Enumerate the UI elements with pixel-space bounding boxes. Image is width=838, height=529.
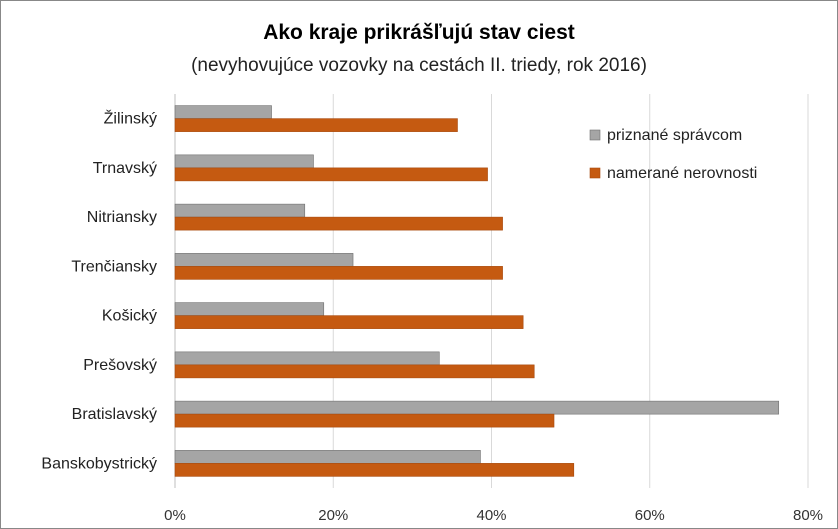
bar-namerane	[174, 463, 575, 477]
bar-namerane	[174, 216, 503, 231]
bar-namerane	[174, 118, 458, 132]
bar-namerane	[174, 167, 488, 182]
legend-label: namerané nerovnosti	[607, 165, 757, 182]
x-tick-label: 80%	[793, 507, 823, 524]
category-label: Žilinský	[104, 109, 157, 128]
x-tick-label: 20%	[318, 507, 348, 524]
bar-priznane	[174, 203, 306, 218]
category-labels: Žilinský Trnavský Nitriansky Trenčiansky Koš…	[41, 109, 157, 473]
bar-priznane	[174, 351, 440, 366]
bar-namerane	[174, 413, 555, 428]
chart-subtitle: (nevyhovujúce vozovky na cestách II. tri…	[191, 55, 647, 76]
legend: priznané správcom namerané nerovnosti	[589, 127, 757, 182]
x-tick-labels: 0% 20% 40% 60% 80%	[164, 507, 823, 524]
category-label: Trnavský	[93, 160, 157, 177]
legend-swatch	[589, 129, 601, 141]
bar-priznane	[174, 400, 780, 415]
chart-title: Ako kraje prikrášľujú stav ciest	[263, 21, 575, 44]
gridlines	[174, 94, 809, 488]
legend-label: priznané správcom	[607, 127, 742, 144]
bar-namerane	[174, 315, 524, 329]
bar-priznane	[174, 105, 272, 119]
bar-namerane	[174, 364, 535, 379]
bar-namerane	[174, 266, 503, 280]
legend-swatch	[589, 167, 601, 179]
x-tick-label: 0%	[164, 507, 186, 524]
category-label: Nitriansky	[87, 209, 157, 226]
bars	[174, 105, 780, 477]
bar-priznane	[174, 154, 314, 169]
bar-priznane	[174, 302, 325, 316]
x-tick-label: 60%	[635, 507, 665, 524]
x-tick-label: 40%	[476, 507, 506, 524]
category-label: Košický	[102, 308, 157, 325]
category-label: Bratislavský	[72, 406, 157, 423]
bar-priznane	[174, 253, 354, 267]
bar-priznane	[174, 450, 481, 464]
category-label: Prešovský	[83, 357, 157, 374]
category-label: Trenčiansky	[71, 258, 157, 275]
category-label: Banskobystrický	[41, 455, 157, 472]
